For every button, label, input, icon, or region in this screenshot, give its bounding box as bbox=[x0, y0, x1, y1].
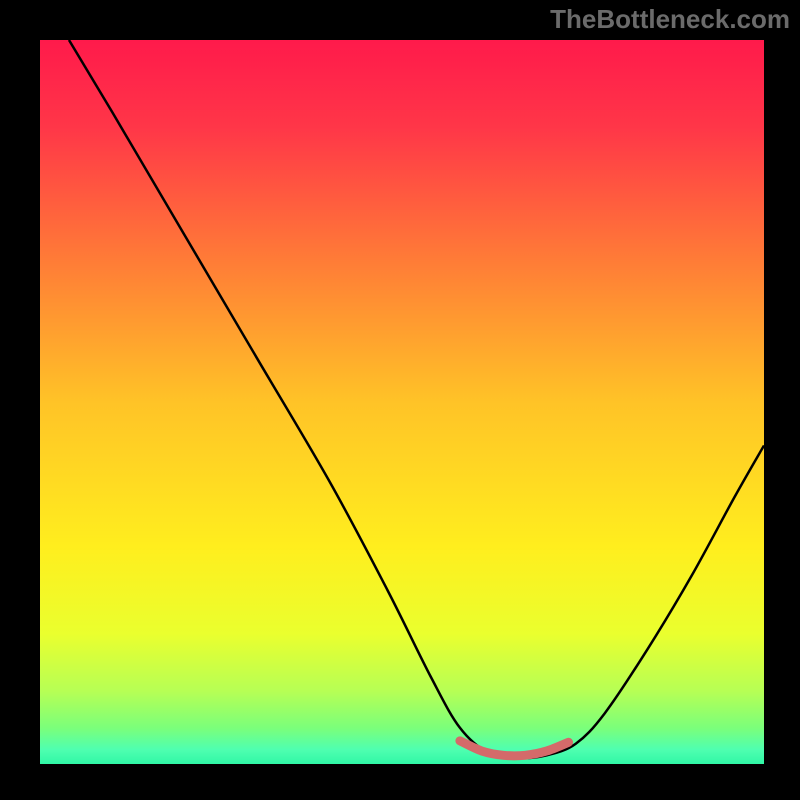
plot-background bbox=[40, 40, 764, 764]
chart-container: TheBottleneck.com bbox=[0, 0, 800, 800]
source-watermark: TheBottleneck.com bbox=[550, 4, 790, 35]
bottleneck-curve-chart bbox=[0, 0, 800, 800]
